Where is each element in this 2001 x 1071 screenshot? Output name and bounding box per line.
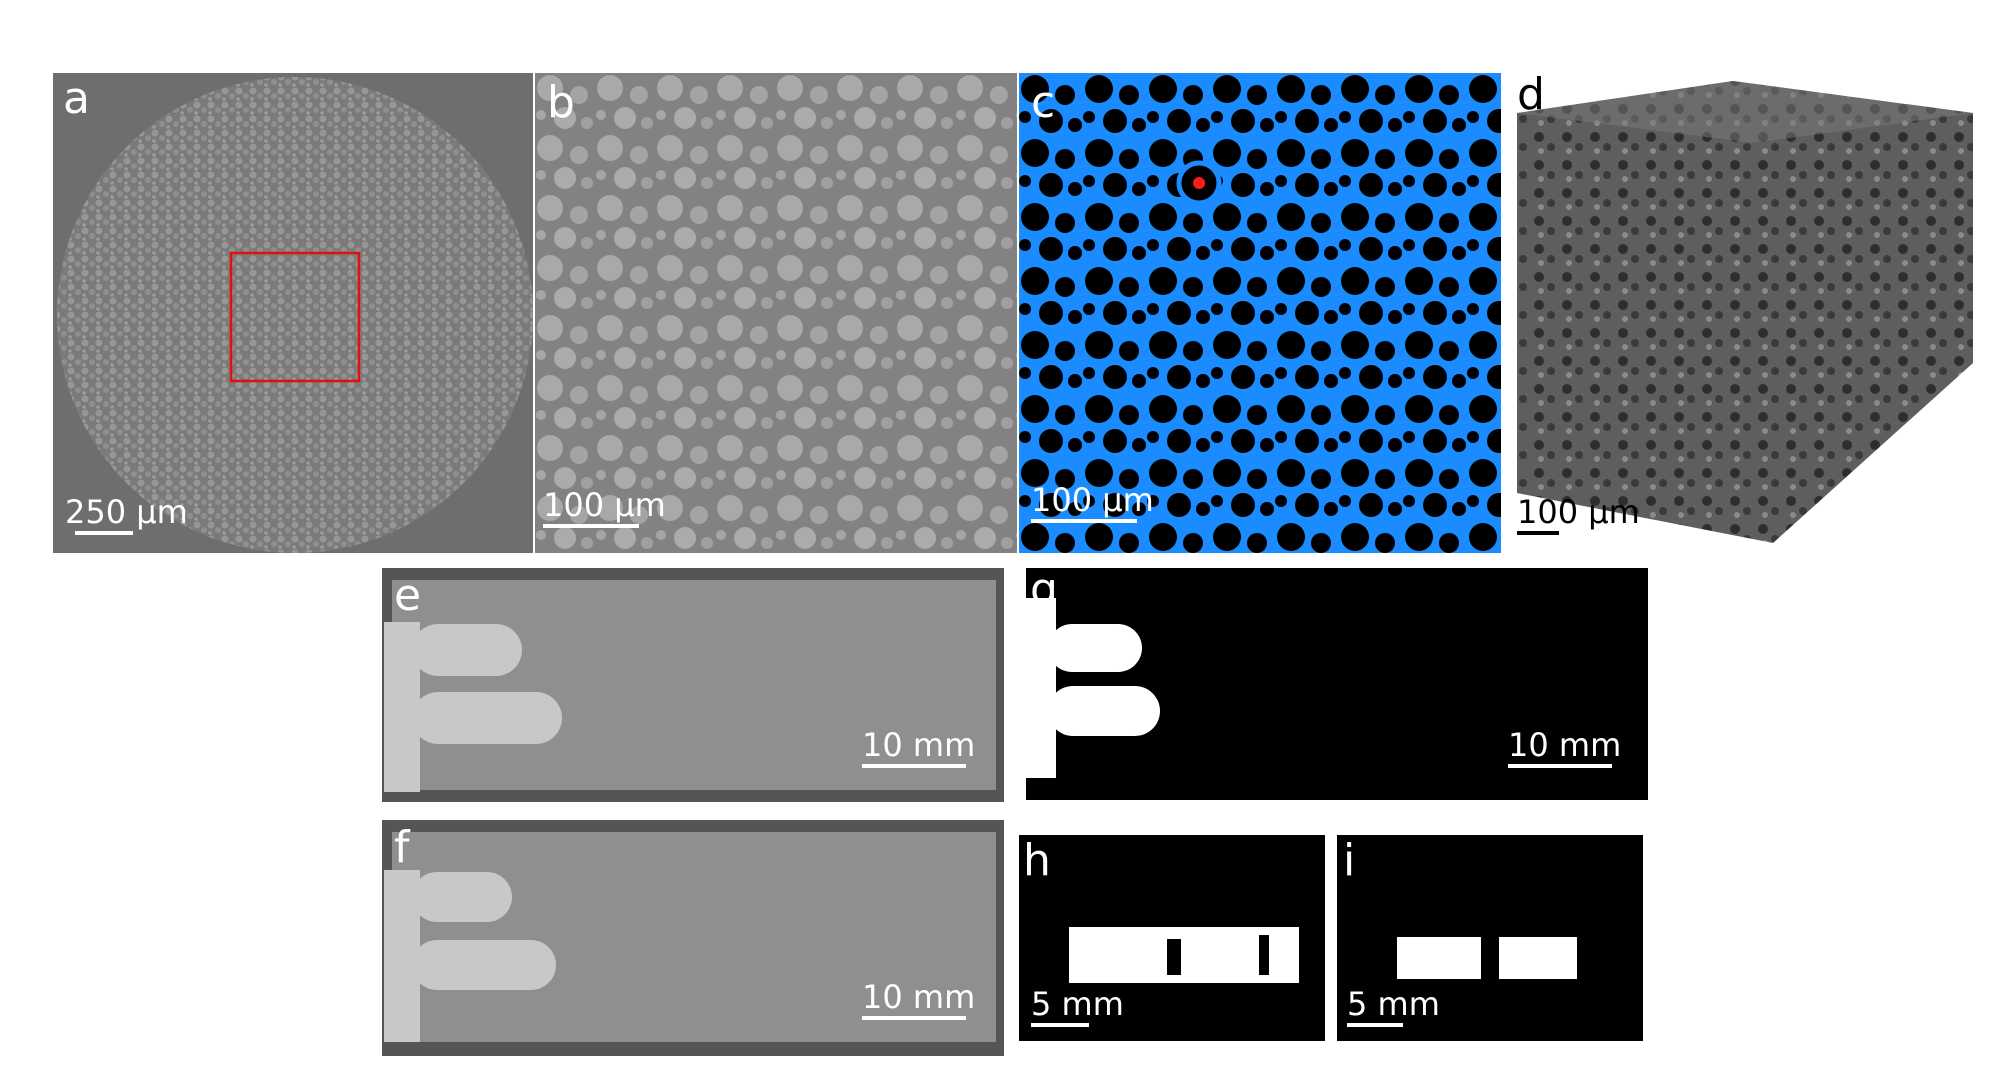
- panel-label: a: [63, 73, 90, 124]
- zoom-region-box: [229, 251, 361, 383]
- highlighted-particle-dot: [1193, 177, 1205, 189]
- panel-c: c 100 µm: [1019, 73, 1501, 553]
- scale-bar: 5 mm: [1031, 987, 1124, 1027]
- panel-label: f: [394, 822, 410, 873]
- scale-bar-line: [1347, 1023, 1403, 1027]
- scale-bar-label: 10 mm: [862, 726, 976, 764]
- scale-bar-label: 100 µm: [543, 486, 666, 524]
- panel-label: g: [1030, 568, 1058, 615]
- panel-label: e: [394, 570, 422, 621]
- panel-b: b 100 µm: [535, 73, 1017, 553]
- scale-bar-label: 10 mm: [1508, 726, 1622, 764]
- panel-d: d 100 µm: [1503, 73, 1999, 553]
- panel-h: h 5 mm: [1019, 835, 1325, 1041]
- panel-e: e 10 mm: [382, 568, 1004, 802]
- scale-bar: 100 µm: [1031, 483, 1154, 523]
- segmented-image: [1019, 73, 1501, 553]
- panel-label: c: [1031, 77, 1056, 128]
- scale-bar-label: 100 µm: [1517, 493, 1640, 531]
- scale-bar-label: 100 µm: [1031, 481, 1154, 519]
- scale-bar-line: [1031, 1023, 1089, 1027]
- scale-bar: 5 mm: [1347, 987, 1440, 1027]
- panel-label: i: [1343, 835, 1356, 886]
- scale-bar: 10 mm: [862, 980, 975, 1020]
- scale-bar-line: [75, 531, 133, 535]
- panel-label: b: [547, 77, 575, 128]
- panel-label: d: [1517, 73, 1545, 120]
- panel-a: a 250 µm: [53, 73, 533, 553]
- binarized-image: [1026, 598, 1160, 778]
- panel-f: f 10 mm: [382, 820, 1004, 1056]
- ct-cross-section-image: [57, 77, 533, 553]
- scale-bar: 250 µm: [65, 495, 188, 535]
- binarized-detail-image: [1397, 937, 1577, 979]
- panel-i: i 5 mm: [1337, 835, 1643, 1041]
- scale-bar-line: [1517, 531, 1559, 535]
- scale-bar: 10 mm: [862, 728, 975, 768]
- radiograph-image: [384, 832, 996, 1042]
- scale-bar-line: [1031, 519, 1137, 523]
- radiograph-image: [384, 580, 996, 792]
- scale-bar-line: [1508, 764, 1612, 768]
- scale-bar-line: [862, 764, 966, 768]
- scale-bar-label: 5 mm: [1347, 985, 1440, 1023]
- 3d-render-cube-image: [1517, 81, 1973, 543]
- binarized-detail-image: [1069, 927, 1299, 983]
- scale-bar: 100 µm: [543, 488, 666, 528]
- scale-bar: 10 mm: [1508, 728, 1621, 768]
- scale-bar-label: 5 mm: [1031, 985, 1124, 1023]
- scale-bar-label: 10 mm: [862, 978, 976, 1016]
- scale-bar-line: [543, 524, 639, 528]
- panel-label: h: [1023, 835, 1051, 886]
- panel-g: g 10 mm: [1026, 568, 1648, 800]
- scale-bar-line: [862, 1016, 966, 1020]
- scale-bar: 100 µm: [1517, 495, 1640, 535]
- scale-bar-label: 250 µm: [65, 493, 188, 531]
- zoomed-particles-image: [535, 73, 1017, 553]
